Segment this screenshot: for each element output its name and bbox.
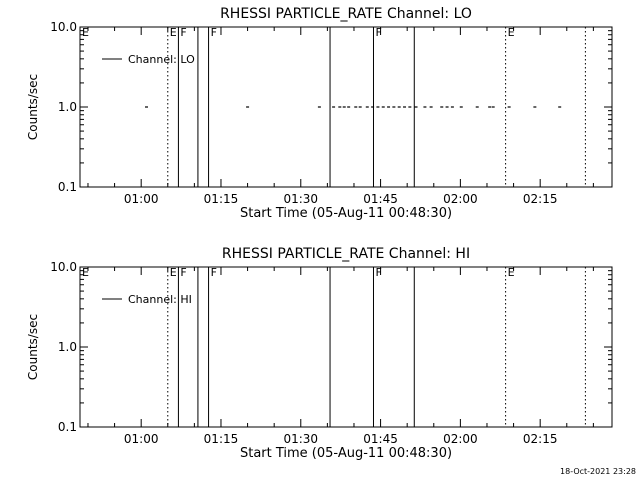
edge-flag-label: E [82,266,89,279]
flag-label: E [170,266,177,279]
flag-label: E [508,26,515,39]
y-tick-label: 0.1 [58,180,77,194]
footer-timestamp: 18-Oct-2021 23:28 [560,467,636,476]
plot-frame [79,26,613,188]
flag-label: F [180,26,186,39]
x-tick-label: 01:15 [204,192,239,206]
flag-label: F [180,266,186,279]
flag-label: F [375,26,381,39]
y-tick-label: 10.0 [50,20,77,34]
y-tick-label: 10.0 [50,260,77,274]
x-axis-label: Start Time (05-Aug-11 00:48:30) [240,446,452,461]
y-axis-label: Counts/sec [26,314,40,380]
x-tick-label: 01:00 [124,432,159,446]
x-tick-label: 01:45 [363,192,398,206]
x-tick-label: 02:00 [443,432,478,446]
y-axis-label: Counts/sec [26,74,40,140]
plot-frame [79,266,613,428]
flag-label: E [508,266,515,279]
edge-flag-label: E [82,26,89,39]
chart-title: RHESSI PARTICLE_RATE Channel: LO [220,6,472,22]
x-tick-label: 02:00 [443,192,478,206]
x-tick-label: 02:15 [523,192,558,206]
x-axis-label: Start Time (05-Aug-11 00:48:30) [240,206,452,221]
x-tick-label: 02:15 [523,432,558,446]
x-tick-label: 01:00 [124,192,159,206]
x-tick-label: 01:30 [283,432,318,446]
y-tick-label: 0.1 [58,420,77,434]
legend-label: Channel: LO [128,53,195,66]
y-tick-label: 1.0 [58,100,77,114]
flag-label: F [211,26,217,39]
flag-label: F [375,266,381,279]
flag-label: F [211,266,217,279]
x-tick-label: 01:30 [283,192,318,206]
y-tick-label: 1.0 [58,340,77,354]
legend-label: Channel: HI [128,293,192,306]
flag-label: E [170,26,177,39]
chart-title: RHESSI PARTICLE_RATE Channel: HI [222,246,470,262]
x-tick-label: 01:45 [363,432,398,446]
x-tick-label: 01:15 [204,432,239,446]
